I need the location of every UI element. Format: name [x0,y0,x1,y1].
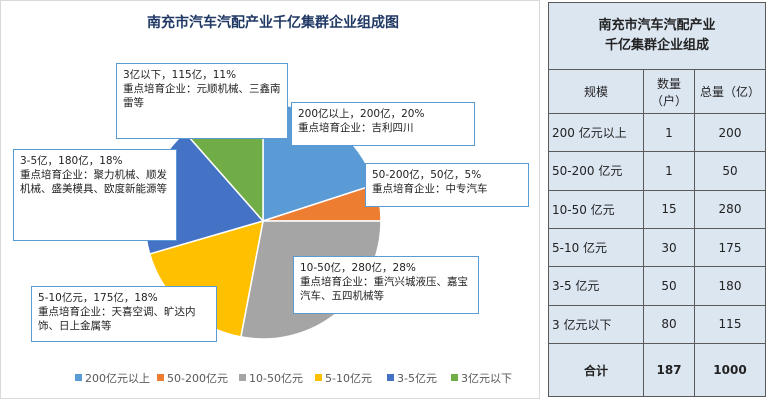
callout-3-5: 3-5亿，180亿，18% 重点培育企业：聚力机械、顺发机械、盛美模具、欧度新能… [13,149,177,241]
chart-panel: 南充市汽车汽配产业千亿集群企业组成图 200亿元以上 50-200亿元 10-50亿… [0,0,540,399]
header-count-line2: （户） [650,93,687,108]
callout-50-200: 50-200亿，50亿，5% 重点培育企业：中专汽车 [365,163,529,207]
legend-label: 3-5亿元 [397,372,437,385]
legend-swatch [75,374,82,381]
legend-swatch [239,374,246,381]
row-count: 80 [643,304,695,345]
table-row: 5-10 亿元 30 175 [548,227,766,268]
header-total: 总量（亿） [694,69,766,114]
row-total: 180 [694,266,766,306]
legend-item: 5-10亿元 [315,372,372,385]
legend-item: 50-200亿元 [157,372,228,385]
row-total: 50 [694,151,766,191]
summary-table-panel: 南充市汽车汽配产业 千亿集群企业组成 规模 数量 （户） 总量（亿） 200 亿… [548,2,766,397]
table-row: 50-200 亿元 1 50 [548,151,766,191]
table-title: 南充市汽车汽配产业 千亿集群企业组成 [548,2,766,70]
table-row: 3-5 亿元 50 180 [548,266,766,306]
legend-item: 10-50亿元 [239,372,303,385]
callout-200-plus-line1: 200亿以上，200亿，20% [298,108,425,120]
legend-label: 3亿元以下 [461,372,512,385]
callout-5-10-line2: 重点培育企业：天喜空调、旷达内饰、日上金属等 [38,306,196,332]
callout-200-plus-line2: 重点培育企业：吉利四川 [298,122,414,134]
callout-5-10: 5-10亿元，175亿，18% 重点培育企业：天喜空调、旷达内饰、日上金属等 [31,286,217,342]
table-total-row: 合计 187 1000 [548,343,766,397]
row-scale: 50-200 亿元 [548,151,644,191]
legend-swatch [387,374,394,381]
row-total: 115 [694,304,766,345]
legend-item: 3亿元以下 [451,372,512,385]
header-scale: 规模 [548,69,644,114]
row-scale: 3 亿元以下 [548,304,644,345]
callout-50-200-line1: 50-200亿，50亿，5% [372,169,482,181]
row-count: 1 [643,112,695,153]
table-title-line1: 南充市汽车汽配产业 [598,18,716,33]
legend-label: 200亿元以上 [85,372,150,385]
row-count: 30 [643,227,695,268]
table-row: 10-50 亿元 15 280 [548,189,766,229]
row-scale: 3-5 亿元 [548,266,644,306]
table-row: 200 亿元以上 1 200 [548,112,766,153]
table-title-line2: 千亿集群企业组成 [604,38,709,53]
callout-10-50-line2: 重点培育企业：重汽兴城液压、嘉宝汽车、五四机械等 [300,276,468,302]
legend-swatch [157,374,164,381]
total-label: 合计 [548,343,644,397]
row-scale: 200 亿元以上 [548,112,644,153]
callout-5-10-line1: 5-10亿元，175亿，18% [38,292,158,304]
callout-50-200-line2: 重点培育企业：中专汽车 [372,183,488,195]
row-scale: 5-10 亿元 [548,227,644,268]
callout-under-3: 3亿以下，115亿，11% 重点培育企业：元顺机械、三鑫南雷等 [116,63,288,139]
row-count: 15 [643,189,695,229]
total-count: 187 [643,343,695,397]
total-amount: 1000 [694,343,766,397]
legend-swatch [315,374,322,381]
row-count: 1 [643,151,695,191]
callout-under-3-line2: 重点培育企业：元顺机械、三鑫南雷等 [123,83,281,109]
legend-swatch [451,374,458,381]
row-scale: 10-50 亿元 [548,189,644,229]
row-total: 280 [694,189,766,229]
row-total: 200 [694,112,766,153]
table-row: 3 亿元以下 80 115 [548,304,766,345]
header-count-line1: 数量 [656,76,681,91]
legend-label: 10-50亿元 [249,372,303,385]
legend-label: 5-10亿元 [325,372,372,385]
callout-10-50-line1: 10-50亿，280亿，28% [300,262,416,274]
callout-200-plus: 200亿以上，200亿，20% 重点培育企业：吉利四川 [291,102,475,146]
row-total: 175 [694,227,766,268]
legend-item: 200亿元以上 [75,372,150,385]
row-count: 50 [643,266,695,306]
legend-label: 50-200亿元 [167,372,228,385]
chart-title: 南充市汽车汽配产业千亿集群企业组成图 [147,14,399,31]
callout-under-3-line1: 3亿以下，115亿，11% [123,69,237,81]
legend-item: 3-5亿元 [387,372,437,385]
header-count: 数量 （户） [643,69,695,114]
callout-10-50: 10-50亿，280亿，28% 重点培育企业：重汽兴城液压、嘉宝汽车、五四机械等 [293,256,479,314]
summary-table: 南充市汽车汽配产业 千亿集群企业组成 规模 数量 （户） 总量（亿） 200 亿… [548,2,766,397]
callout-3-5-line2: 重点培育企业：聚力机械、顺发机械、盛美模具、欧度新能源等 [20,169,167,195]
callout-3-5-line1: 3-5亿，180亿，18% [20,155,123,167]
